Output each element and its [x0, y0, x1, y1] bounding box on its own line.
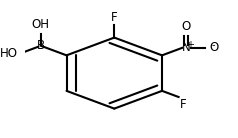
Text: HO: HO [0, 47, 18, 60]
Text: F: F [180, 98, 187, 111]
Text: +: + [186, 40, 194, 50]
Text: OH: OH [32, 18, 50, 31]
Text: -: - [212, 40, 215, 50]
Text: O: O [209, 41, 218, 54]
Text: F: F [111, 11, 118, 24]
Text: B: B [37, 39, 45, 52]
Text: O: O [182, 20, 191, 33]
Text: N: N [182, 41, 191, 54]
